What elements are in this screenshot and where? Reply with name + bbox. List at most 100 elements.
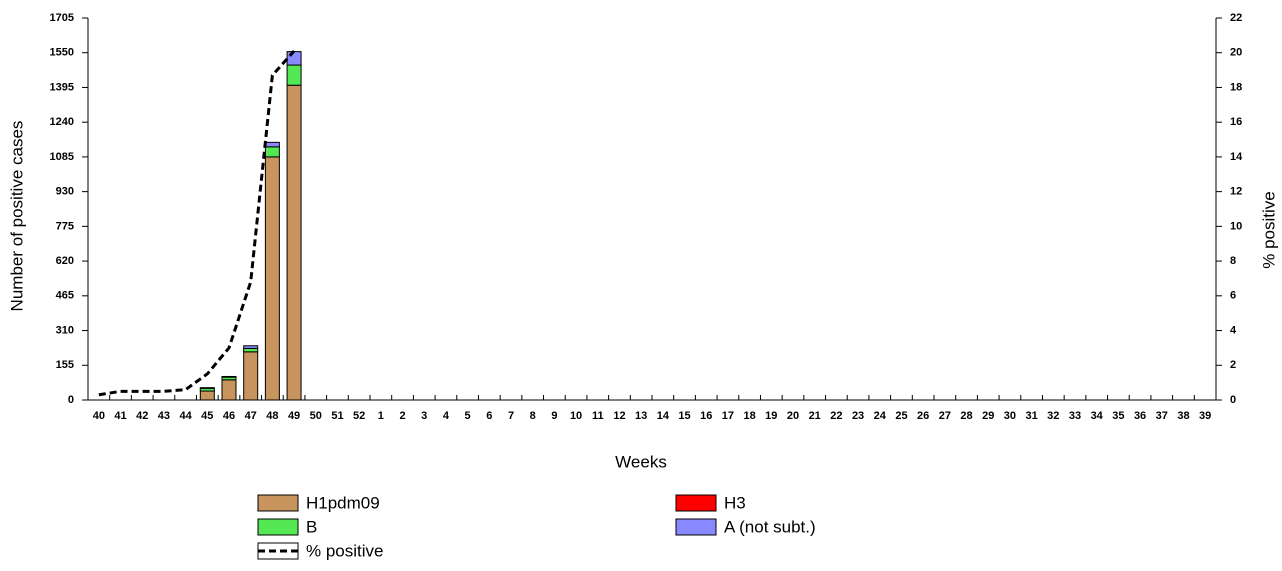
bar-segment: [243, 347, 259, 353]
y2-tick-label: 22: [1230, 12, 1242, 24]
x-axis-title: Weeks: [615, 452, 667, 471]
y2-tick-label: 12: [1230, 186, 1242, 198]
y2-tick-label: 14: [1230, 151, 1243, 163]
x-tick-label: 31: [1025, 410, 1037, 422]
y-tick-label: 1705: [50, 12, 74, 24]
y2-axis-title: % positive: [1259, 191, 1278, 268]
x-tick-label: 4: [443, 410, 450, 422]
bar-segment: [221, 379, 237, 401]
legend-label: B: [306, 517, 317, 536]
y2-tick-label: 20: [1230, 47, 1242, 59]
bar-segment: [199, 387, 215, 389]
legend-swatch: [675, 494, 717, 512]
bar-segment: [199, 390, 215, 401]
bar-segment: [243, 351, 259, 401]
y2-tick-label: 18: [1230, 81, 1242, 93]
y2-tick-label: 8: [1230, 255, 1236, 267]
x-tick-label: 17: [722, 410, 734, 422]
y-axis-title: Number of positive cases: [7, 121, 26, 312]
y-tick-label: 0: [68, 394, 74, 406]
x-tick-label: 8: [530, 410, 536, 422]
y2-tick-label: 6: [1230, 290, 1236, 302]
x-tick-label: 50: [310, 410, 322, 422]
legend-swatch: [675, 518, 717, 536]
y2-tick-label: 16: [1230, 116, 1242, 128]
bar-segment: [264, 156, 280, 401]
x-tick-label: 19: [765, 410, 777, 422]
x-tick-label: 13: [635, 410, 647, 422]
x-tick-label: 20: [787, 410, 799, 422]
x-tick-label: 36: [1134, 410, 1146, 422]
line-series: [98, 49, 296, 397]
legend-swatch: [257, 494, 299, 512]
y-tick-label: 930: [56, 186, 74, 198]
x-tick-label: 39: [1199, 410, 1211, 422]
legend-label: % positive: [306, 541, 383, 560]
x-tick-label: 44: [179, 410, 192, 422]
x-tick-label: 46: [223, 410, 235, 422]
y2-tick-label: 2: [1230, 359, 1236, 371]
x-tick-label: 15: [678, 410, 690, 422]
x-tick-label: 14: [657, 410, 670, 422]
bar-segment: [221, 375, 237, 378]
x-tick-label: 51: [331, 410, 343, 422]
y-tick-label: 465: [56, 290, 74, 302]
x-tick-label: 25: [895, 410, 907, 422]
x-tick-label: 27: [939, 410, 951, 422]
x-tick-label: 11: [592, 410, 604, 422]
y-tick-label: 1395: [50, 81, 74, 93]
legend-label: A (not subt.): [724, 517, 816, 536]
y-tick-label: 310: [56, 324, 74, 336]
x-tick-label: 37: [1156, 410, 1168, 422]
x-tick-label: 21: [809, 410, 821, 422]
x-tick-label: 9: [551, 410, 557, 422]
x-tick-label: 3: [421, 410, 427, 422]
legend-swatch: [257, 518, 299, 536]
x-tick-label: 41: [114, 410, 126, 422]
x-tick-label: 24: [874, 410, 887, 422]
x-tick-label: 7: [508, 410, 514, 422]
y2-tick-label: 0: [1230, 394, 1236, 406]
bar-segment: [286, 51, 302, 66]
y-tick-label: 1085: [50, 151, 74, 163]
x-tick-label: 38: [1177, 410, 1189, 422]
bar-segment: [243, 345, 259, 349]
x-tick-label: 45: [201, 410, 213, 422]
x-tick-label: 2: [399, 410, 405, 422]
y-tick-label: 1550: [50, 47, 74, 59]
x-tick-label: 22: [830, 410, 842, 422]
bar-segment: [286, 64, 302, 86]
legend-label: H1pdm09: [306, 493, 380, 512]
bar-segment: [286, 84, 302, 401]
x-tick-label: 26: [917, 410, 929, 422]
y-tick-label: 1240: [50, 116, 74, 128]
x-tick-label: 33: [1069, 410, 1081, 422]
x-tick-label: 1: [378, 410, 384, 422]
y-tick-label: 155: [56, 359, 74, 371]
x-tick-label: 42: [136, 410, 148, 422]
y2-tick-label: 10: [1230, 220, 1242, 232]
x-tick-label: 30: [1004, 410, 1016, 422]
x-tick-label: 32: [1047, 410, 1059, 422]
y2-tick-label: 4: [1230, 324, 1237, 336]
x-tick-label: 40: [93, 410, 105, 422]
x-tick-label: 16: [700, 410, 712, 422]
x-tick-label: 6: [486, 410, 492, 422]
y-tick-label: 620: [56, 255, 74, 267]
x-tick-label: 43: [158, 410, 170, 422]
bar-segment: [264, 141, 280, 148]
x-tick-label: 18: [743, 410, 755, 422]
legend-label: H3: [724, 493, 746, 512]
x-tick-label: 23: [852, 410, 864, 422]
bar-segment: [264, 146, 280, 158]
y-tick-label: 775: [56, 220, 74, 232]
x-tick-label: 47: [245, 410, 257, 422]
x-tick-label: 52: [353, 410, 365, 422]
x-tick-label: 29: [982, 410, 994, 422]
x-tick-label: 48: [266, 410, 278, 422]
x-tick-label: 12: [613, 410, 625, 422]
x-tick-label: 34: [1091, 410, 1104, 422]
x-tick-label: 49: [288, 410, 300, 422]
x-tick-label: 10: [570, 410, 582, 422]
